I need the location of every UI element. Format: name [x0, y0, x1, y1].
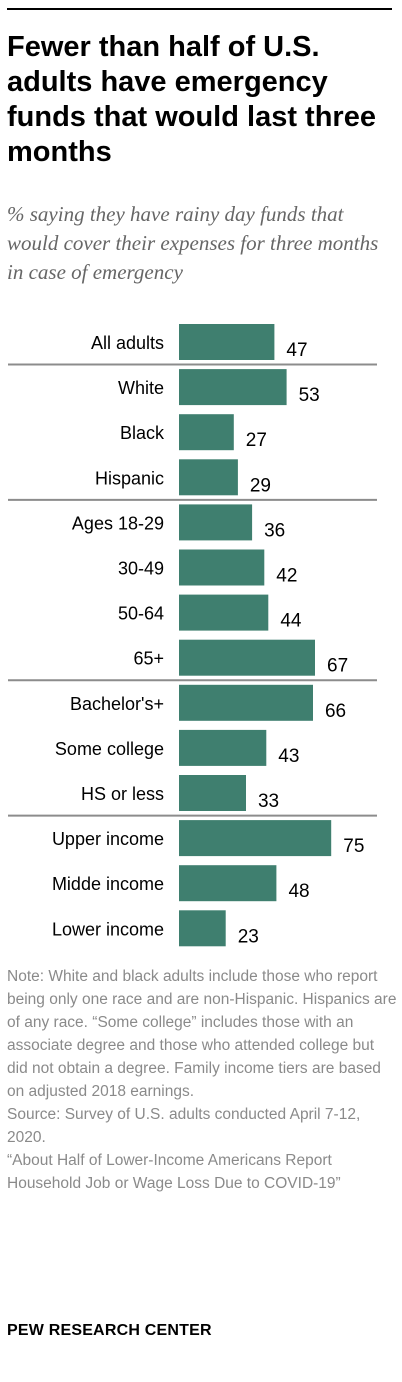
top-rule: [7, 8, 392, 10]
bar: [179, 594, 269, 631]
footnotes: Note: White and black adults include tho…: [7, 965, 399, 1195]
value-label: 33: [258, 791, 279, 812]
value-label: 66: [325, 701, 346, 722]
category-label: Some college: [55, 739, 164, 759]
value-label: 42: [276, 566, 297, 587]
report-title: “About Half of Lower-Income Americans Re…: [7, 1152, 341, 1192]
value-label: 44: [280, 611, 302, 632]
bar: [179, 639, 315, 676]
bar: [179, 729, 267, 766]
value-label: 48: [288, 881, 309, 902]
category-label: Black: [120, 423, 165, 443]
bar: [179, 865, 277, 902]
category-label: 50-64: [118, 604, 164, 624]
value-label: 53: [299, 385, 320, 406]
value-label: 43: [278, 746, 299, 767]
bar: [179, 414, 234, 451]
bar: [179, 369, 287, 406]
brand-logo-text: PEW RESEARCH CENTER: [7, 1322, 212, 1339]
value-label: 23: [238, 926, 259, 947]
value-label: 36: [264, 520, 285, 541]
category-label: Midde income: [52, 874, 164, 894]
value-label: 67: [327, 656, 348, 677]
category-label: 65+: [133, 649, 164, 669]
bar: [179, 459, 238, 496]
bar: [179, 820, 332, 857]
category-label: Bachelor's+: [70, 694, 164, 714]
category-label: Lower income: [52, 919, 164, 939]
note-text: Note: White and black adults include tho…: [7, 968, 397, 1100]
bar: [179, 775, 246, 811]
category-label: All adults: [91, 333, 164, 353]
value-label: 47: [286, 340, 307, 361]
category-label: Hispanic: [95, 468, 164, 488]
bar: [179, 910, 226, 947]
value-label: 27: [246, 430, 267, 451]
category-label: Ages 18-29: [72, 513, 164, 533]
bar: [179, 324, 275, 360]
bar: [179, 684, 313, 721]
chart-title: Fewer than half of U.S. adults have emer…: [7, 31, 376, 168]
bar: [179, 549, 265, 586]
value-label: 75: [343, 836, 364, 857]
bar-chart: All adults 47 White 53 Black 27 Hispanic 29 Ages…: [8, 324, 377, 947]
category-label: 30-49: [118, 559, 164, 579]
value-label: 29: [250, 475, 271, 496]
category-label: Upper income: [52, 829, 164, 849]
source-text: Source: Survey of U.S. adults conducted …: [7, 1106, 361, 1146]
category-label: White: [118, 378, 164, 398]
bar: [179, 504, 253, 541]
category-label: HS or less: [81, 784, 164, 804]
chart-subtitle: % saying they have rainy day funds that …: [7, 202, 379, 284]
